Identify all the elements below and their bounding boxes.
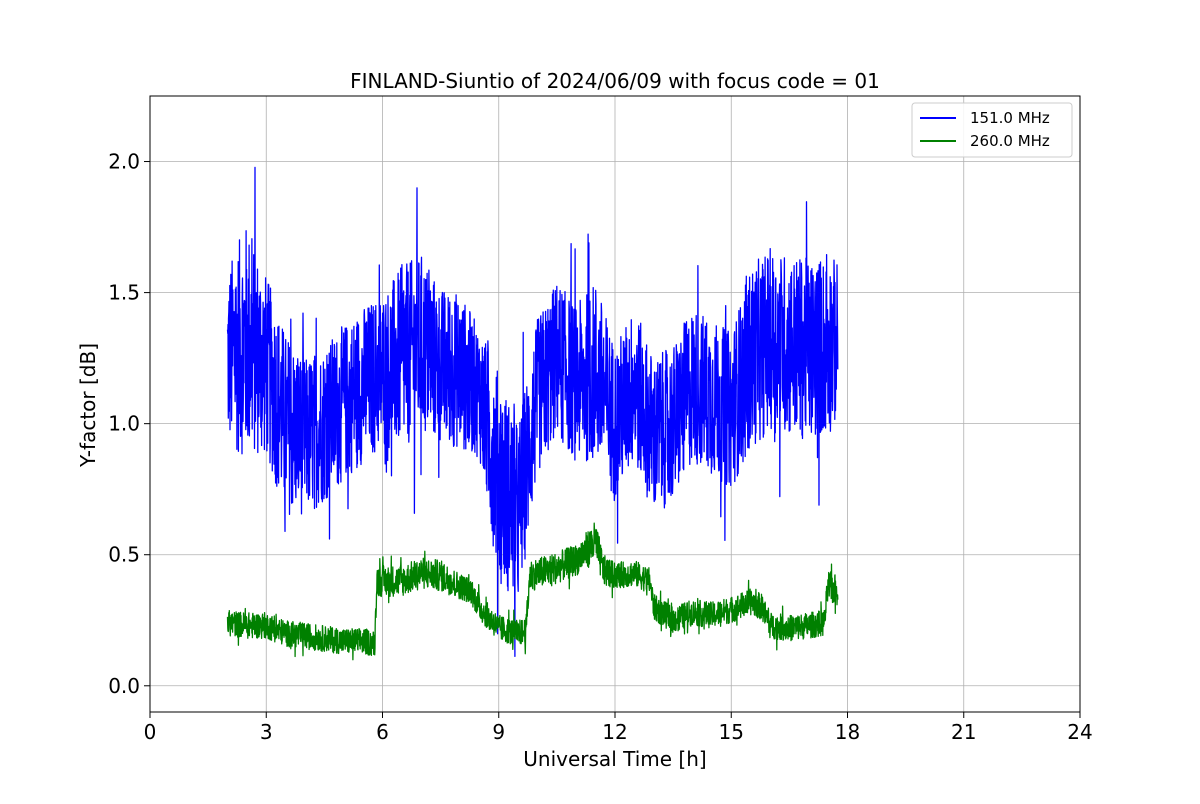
x-tick-label: 6 [376, 720, 389, 744]
series-layer [226, 166, 839, 661]
y-tick-label: 1.5 [108, 281, 140, 305]
y-axis-label: Y-factor [dB] [76, 343, 100, 468]
x-tick-label: 12 [602, 720, 627, 744]
x-axis-label: Universal Time [h] [523, 747, 706, 771]
y-tick-label: 2.0 [108, 150, 140, 174]
series-line-2 [226, 522, 839, 661]
y-tick-label: 0.5 [108, 543, 140, 567]
legend-label-1: 151.0 MHz [970, 109, 1050, 127]
legend: 151.0 MHz 260.0 MHz [911, 102, 1073, 158]
x-tick-label: 9 [492, 720, 505, 744]
y-tick-label: 1.0 [108, 412, 140, 436]
series-line-1 [226, 166, 839, 658]
chart-title: FINLAND-Siuntio of 2024/06/09 with focus… [350, 69, 880, 93]
x-tick-label: 3 [260, 720, 273, 744]
legend-box [911, 102, 1073, 158]
x-tick-label: 18 [835, 720, 860, 744]
legend-label-2: 260.0 MHz [970, 132, 1050, 150]
x-tick-label: 21 [951, 720, 976, 744]
x-tick-label: 15 [719, 720, 744, 744]
tick-layer: 0 3 6 9 12 15 18 21 24 0.0 0.5 1.0 1.5 2.0 [108, 150, 1093, 744]
y-tick-label: 0.0 [108, 674, 140, 698]
x-tick-label: 24 [1067, 720, 1092, 744]
x-tick-label: 0 [144, 720, 157, 744]
